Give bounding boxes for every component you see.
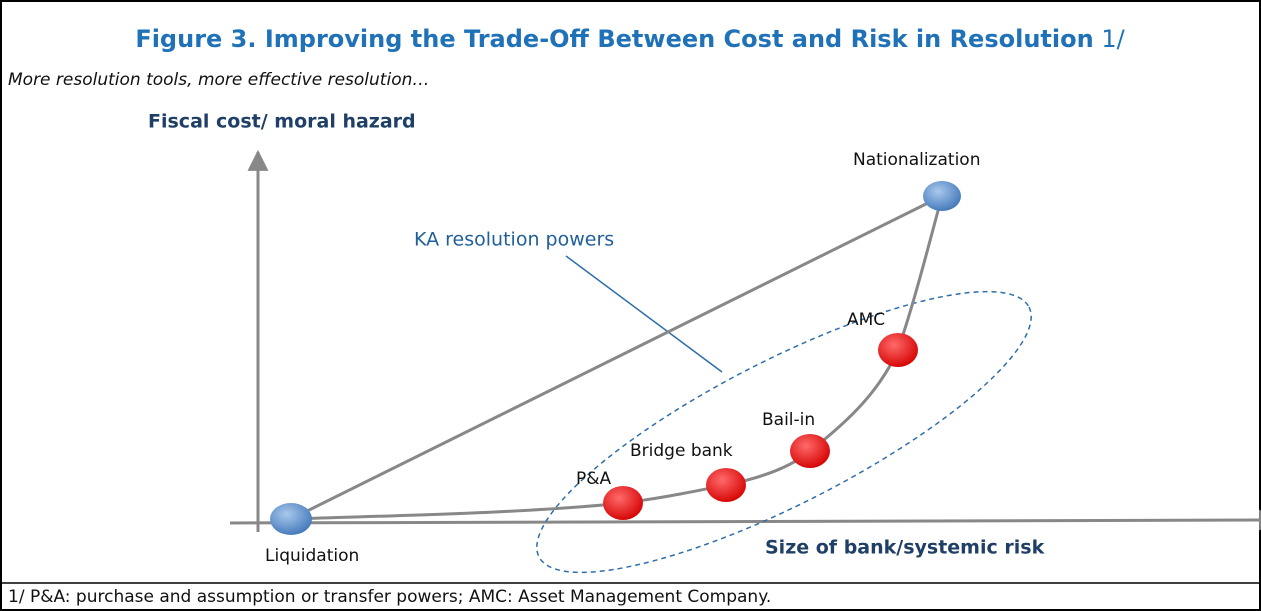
annotation: KA resolution powers: [414, 229, 614, 251]
node-label: P&A: [576, 469, 612, 489]
footnote: 1/ P&A: purchase and assumption or trans…: [8, 587, 771, 607]
title-text: Figure 3. Improving the Trade-Off Betwee…: [135, 25, 1093, 53]
node-label: Bridge bank: [630, 441, 733, 461]
node-circle: [878, 333, 918, 367]
node-label: Nationalization: [853, 150, 980, 170]
node-label: AMC: [847, 310, 885, 330]
subtitle: More resolution tools, more effective re…: [8, 70, 429, 90]
straight-path: [290, 194, 943, 521]
annotation-leader: [565, 255, 723, 373]
title-note: 1/: [1101, 25, 1125, 53]
x-axis-label: Size of bank/systemic risk: [765, 537, 1045, 559]
node-circle: [706, 468, 746, 502]
node-label: Liquidation: [265, 546, 359, 566]
node-circle: [603, 486, 643, 520]
y-axis-label: Fiscal cost/ moral hazard: [148, 111, 416, 133]
node-circle: [270, 503, 312, 535]
x-axis: [229, 509, 1261, 531]
node-circle: [923, 181, 961, 211]
figure-title: Figure 3. Improving the Trade-Off Betwee…: [135, 25, 1125, 53]
node-label: Bail-in: [762, 410, 815, 430]
curve-path: [290, 195, 944, 521]
node-circle: [790, 434, 830, 468]
